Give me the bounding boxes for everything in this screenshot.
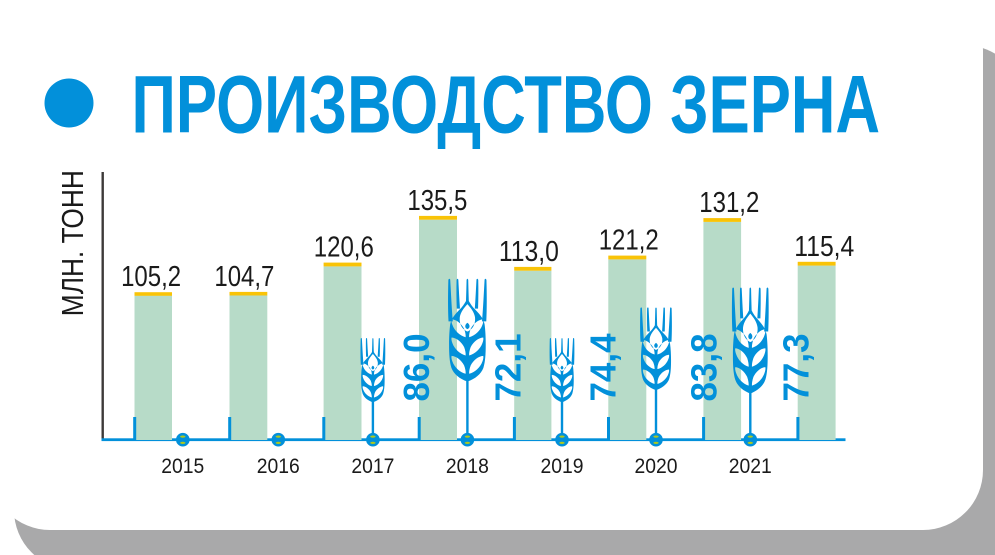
svg-text:74,4: 74,4 [583, 333, 624, 402]
svg-text:ПРОИЗВОДСТВО ЗЕРНА: ПРОИЗВОДСТВО ЗЕРНА [132, 60, 881, 151]
svg-text:83,8: 83,8 [684, 334, 725, 402]
svg-text:131,2: 131,2 [699, 187, 759, 219]
svg-text:2015: 2015 [161, 455, 204, 478]
svg-text:2017: 2017 [351, 455, 394, 478]
svg-text:86,0: 86,0 [396, 334, 437, 402]
svg-text:МЛН. ТОНН: МЛН. ТОНН [55, 170, 90, 316]
svg-text:121,2: 121,2 [599, 225, 659, 257]
svg-text:105,2: 105,2 [121, 261, 181, 293]
svg-text:72,1: 72,1 [488, 334, 529, 402]
svg-text:115,4: 115,4 [794, 231, 854, 263]
svg-text:2019: 2019 [541, 455, 584, 478]
svg-text:135,5: 135,5 [407, 185, 467, 217]
svg-text:2018: 2018 [446, 455, 489, 478]
svg-text:77,3: 77,3 [776, 334, 817, 402]
svg-text:2020: 2020 [635, 455, 678, 478]
svg-text:113,0: 113,0 [499, 236, 559, 268]
svg-text:2021: 2021 [729, 455, 772, 478]
svg-text:2016: 2016 [257, 455, 300, 478]
svg-text:120,6: 120,6 [314, 232, 374, 264]
svg-text:104,7: 104,7 [214, 261, 274, 293]
